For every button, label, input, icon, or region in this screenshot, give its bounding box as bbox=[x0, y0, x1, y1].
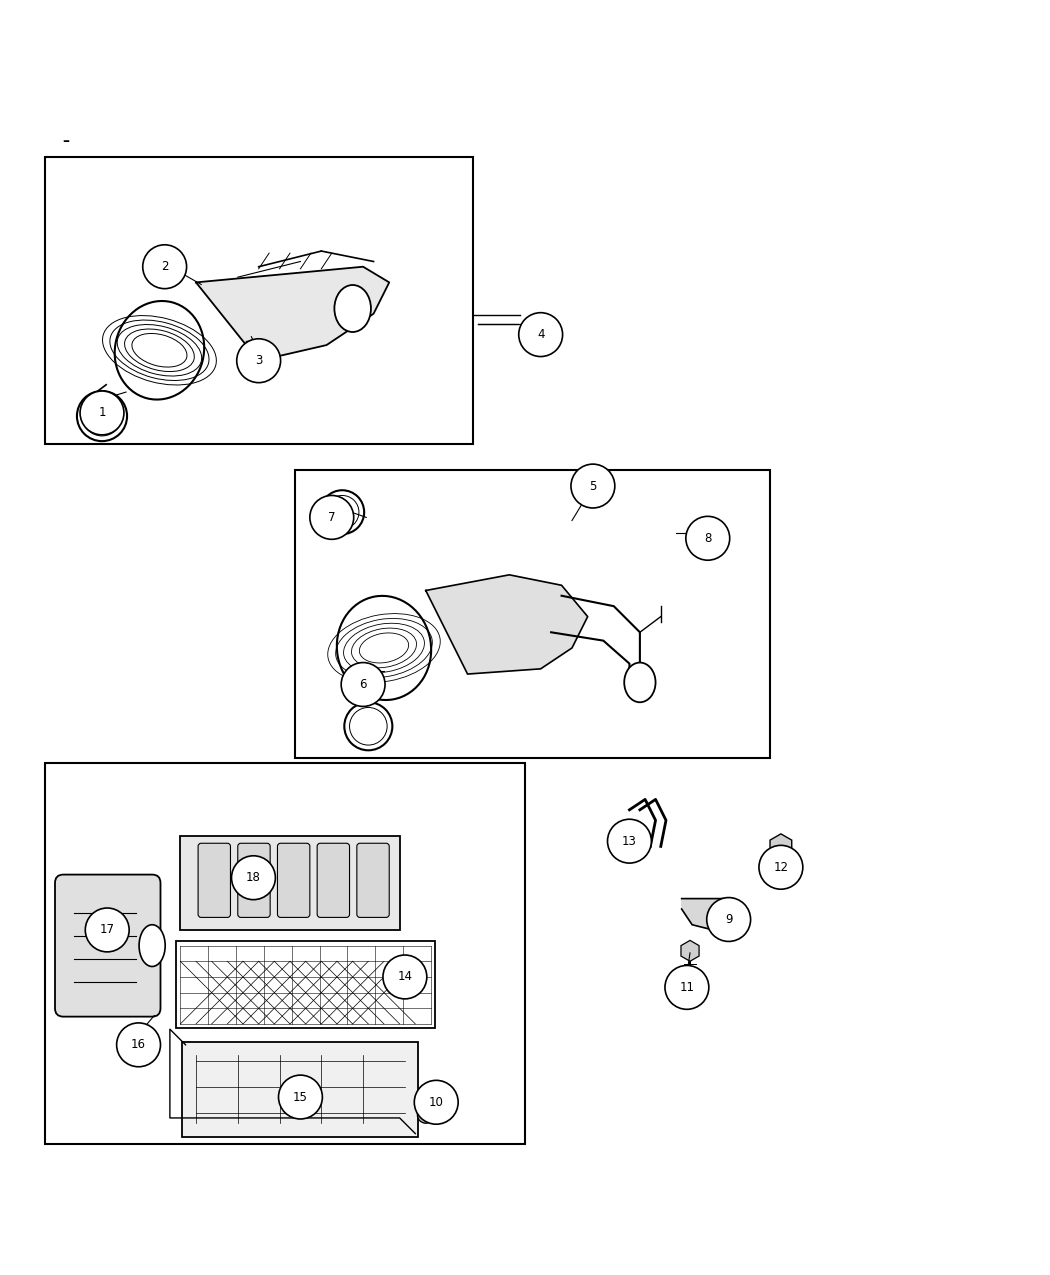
Circle shape bbox=[415, 1080, 458, 1125]
Text: –: – bbox=[62, 134, 69, 148]
FancyBboxPatch shape bbox=[198, 843, 230, 918]
Polygon shape bbox=[196, 266, 390, 361]
Text: 2: 2 bbox=[161, 260, 168, 273]
Text: 7: 7 bbox=[328, 511, 336, 524]
Text: 18: 18 bbox=[246, 871, 260, 885]
FancyBboxPatch shape bbox=[44, 157, 473, 444]
Text: 16: 16 bbox=[131, 1038, 146, 1052]
Circle shape bbox=[707, 898, 751, 941]
Circle shape bbox=[143, 245, 187, 288]
Text: 15: 15 bbox=[293, 1090, 308, 1104]
Text: 6: 6 bbox=[359, 678, 366, 691]
FancyBboxPatch shape bbox=[55, 875, 161, 1016]
Circle shape bbox=[231, 856, 275, 900]
Circle shape bbox=[117, 1023, 161, 1067]
Text: 17: 17 bbox=[100, 923, 114, 936]
Circle shape bbox=[665, 965, 709, 1010]
Text: 11: 11 bbox=[679, 980, 694, 994]
FancyBboxPatch shape bbox=[176, 941, 435, 1028]
Circle shape bbox=[686, 516, 730, 560]
FancyBboxPatch shape bbox=[44, 762, 525, 1144]
Text: 3: 3 bbox=[255, 354, 262, 367]
Text: 12: 12 bbox=[774, 861, 789, 873]
Text: 8: 8 bbox=[705, 532, 712, 544]
FancyBboxPatch shape bbox=[295, 470, 771, 757]
FancyBboxPatch shape bbox=[357, 843, 390, 918]
FancyBboxPatch shape bbox=[317, 843, 350, 918]
Polygon shape bbox=[426, 575, 588, 674]
FancyBboxPatch shape bbox=[181, 836, 400, 929]
Circle shape bbox=[571, 464, 615, 507]
Circle shape bbox=[383, 955, 426, 998]
Circle shape bbox=[85, 908, 129, 952]
Circle shape bbox=[278, 1075, 322, 1119]
Circle shape bbox=[80, 391, 124, 435]
Text: 5: 5 bbox=[589, 479, 596, 492]
Circle shape bbox=[310, 496, 354, 539]
Circle shape bbox=[341, 663, 385, 706]
Circle shape bbox=[236, 339, 280, 382]
Text: 14: 14 bbox=[397, 970, 413, 983]
Text: 10: 10 bbox=[428, 1095, 444, 1109]
Polygon shape bbox=[681, 899, 734, 929]
FancyBboxPatch shape bbox=[237, 843, 270, 918]
FancyBboxPatch shape bbox=[277, 843, 310, 918]
Circle shape bbox=[519, 312, 563, 357]
Text: 1: 1 bbox=[99, 407, 106, 419]
Text: 9: 9 bbox=[724, 913, 733, 926]
FancyBboxPatch shape bbox=[183, 1042, 419, 1137]
Circle shape bbox=[608, 820, 651, 863]
Ellipse shape bbox=[334, 286, 371, 332]
Text: 4: 4 bbox=[537, 328, 544, 342]
Ellipse shape bbox=[139, 924, 165, 966]
Circle shape bbox=[759, 845, 803, 889]
Circle shape bbox=[418, 1107, 434, 1123]
Text: 13: 13 bbox=[622, 835, 637, 848]
Ellipse shape bbox=[624, 663, 655, 703]
